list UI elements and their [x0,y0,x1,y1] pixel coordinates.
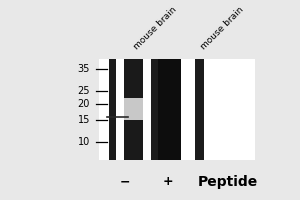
Bar [195,59,204,160]
Bar [151,59,158,160]
Text: 35: 35 [78,64,90,74]
Text: −: − [119,175,130,188]
Bar [124,98,143,120]
Text: Peptide: Peptide [198,175,258,189]
Bar [109,59,116,160]
Text: 10: 10 [78,137,90,147]
Text: +: + [163,175,173,188]
Text: 25: 25 [77,86,90,96]
Text: mouse brain: mouse brain [200,5,246,51]
Text: 20: 20 [78,99,90,109]
Bar [124,59,143,160]
Bar [99,59,255,160]
Text: mouse brain: mouse brain [132,5,178,51]
Bar [158,59,181,160]
Text: 15: 15 [78,115,90,125]
